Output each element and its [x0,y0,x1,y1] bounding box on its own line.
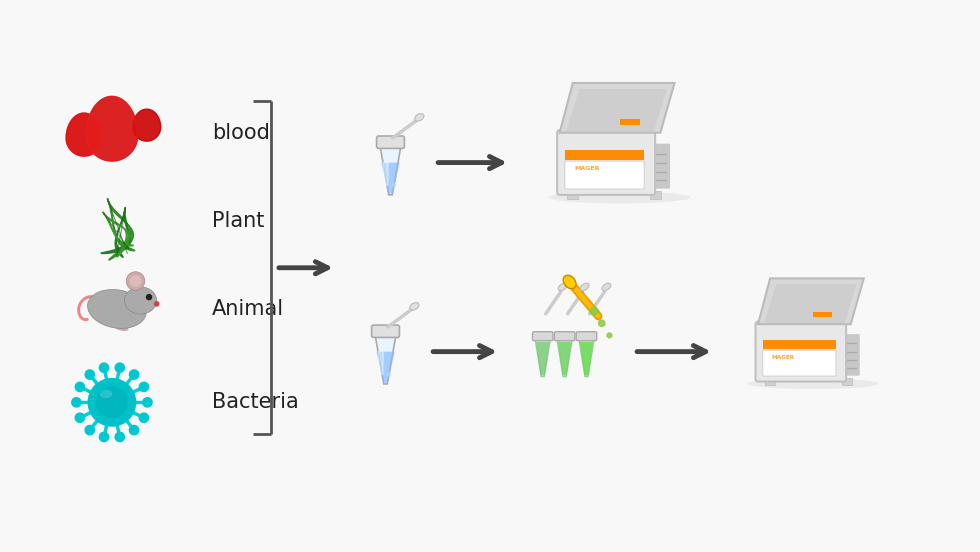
Bar [813,312,832,317]
Circle shape [97,387,127,417]
Polygon shape [536,342,550,375]
Circle shape [146,295,152,300]
Polygon shape [578,337,595,376]
Polygon shape [558,342,571,375]
Polygon shape [379,143,402,195]
Polygon shape [378,352,383,374]
Circle shape [590,307,598,315]
FancyBboxPatch shape [555,332,575,341]
Ellipse shape [87,289,146,328]
Bar [842,378,852,385]
Ellipse shape [126,272,145,290]
Polygon shape [374,332,397,384]
FancyBboxPatch shape [644,144,670,189]
Text: MAGER: MAGER [771,354,795,359]
Text: Bacteria: Bacteria [212,392,299,412]
Bar [619,119,640,125]
Circle shape [155,302,159,306]
FancyBboxPatch shape [371,325,400,337]
Ellipse shape [114,324,128,331]
Ellipse shape [564,275,576,289]
Polygon shape [86,97,138,161]
Text: blood: blood [212,123,270,143]
Polygon shape [101,208,130,257]
Circle shape [72,397,81,407]
Circle shape [143,397,152,407]
Circle shape [139,413,149,422]
Ellipse shape [100,390,113,398]
Circle shape [88,379,135,426]
Circle shape [116,363,124,373]
Circle shape [116,432,124,442]
Polygon shape [86,97,138,161]
Polygon shape [759,278,863,324]
Circle shape [99,363,109,373]
Polygon shape [557,337,572,376]
Circle shape [75,382,84,391]
Text: MAGER: MAGER [574,166,600,171]
Ellipse shape [129,275,141,287]
Polygon shape [764,284,857,323]
Polygon shape [66,113,102,156]
Circle shape [139,382,149,391]
Circle shape [392,184,395,187]
Polygon shape [133,109,161,141]
Ellipse shape [114,321,128,328]
Polygon shape [381,163,400,194]
Bar [565,150,644,160]
Text: Animal: Animal [212,299,284,319]
FancyBboxPatch shape [532,332,553,341]
Circle shape [387,373,390,376]
Polygon shape [108,199,134,260]
Circle shape [85,370,94,379]
Ellipse shape [748,378,878,389]
Ellipse shape [602,283,611,291]
Ellipse shape [548,192,691,203]
Circle shape [75,413,84,422]
Polygon shape [580,342,593,375]
FancyBboxPatch shape [558,130,656,195]
Bar [651,192,662,199]
Ellipse shape [580,283,589,291]
Polygon shape [103,212,133,257]
Circle shape [599,320,605,326]
Bar [765,378,775,385]
Bar [763,340,836,349]
Polygon shape [66,113,102,156]
Polygon shape [566,89,667,131]
FancyBboxPatch shape [756,322,846,381]
Ellipse shape [410,302,419,310]
Ellipse shape [559,283,567,291]
Circle shape [85,426,94,435]
Circle shape [129,426,139,435]
FancyBboxPatch shape [836,334,859,376]
FancyBboxPatch shape [376,136,405,148]
FancyBboxPatch shape [564,161,644,189]
Polygon shape [535,337,551,376]
Text: Plant: Plant [212,211,265,231]
Circle shape [99,432,109,442]
Ellipse shape [124,287,157,314]
Circle shape [129,370,139,379]
Circle shape [607,333,612,338]
FancyBboxPatch shape [576,332,597,341]
Polygon shape [560,83,674,132]
Polygon shape [376,352,395,383]
Bar [567,192,578,199]
Polygon shape [383,163,388,185]
FancyBboxPatch shape [762,350,836,376]
Ellipse shape [415,114,424,121]
